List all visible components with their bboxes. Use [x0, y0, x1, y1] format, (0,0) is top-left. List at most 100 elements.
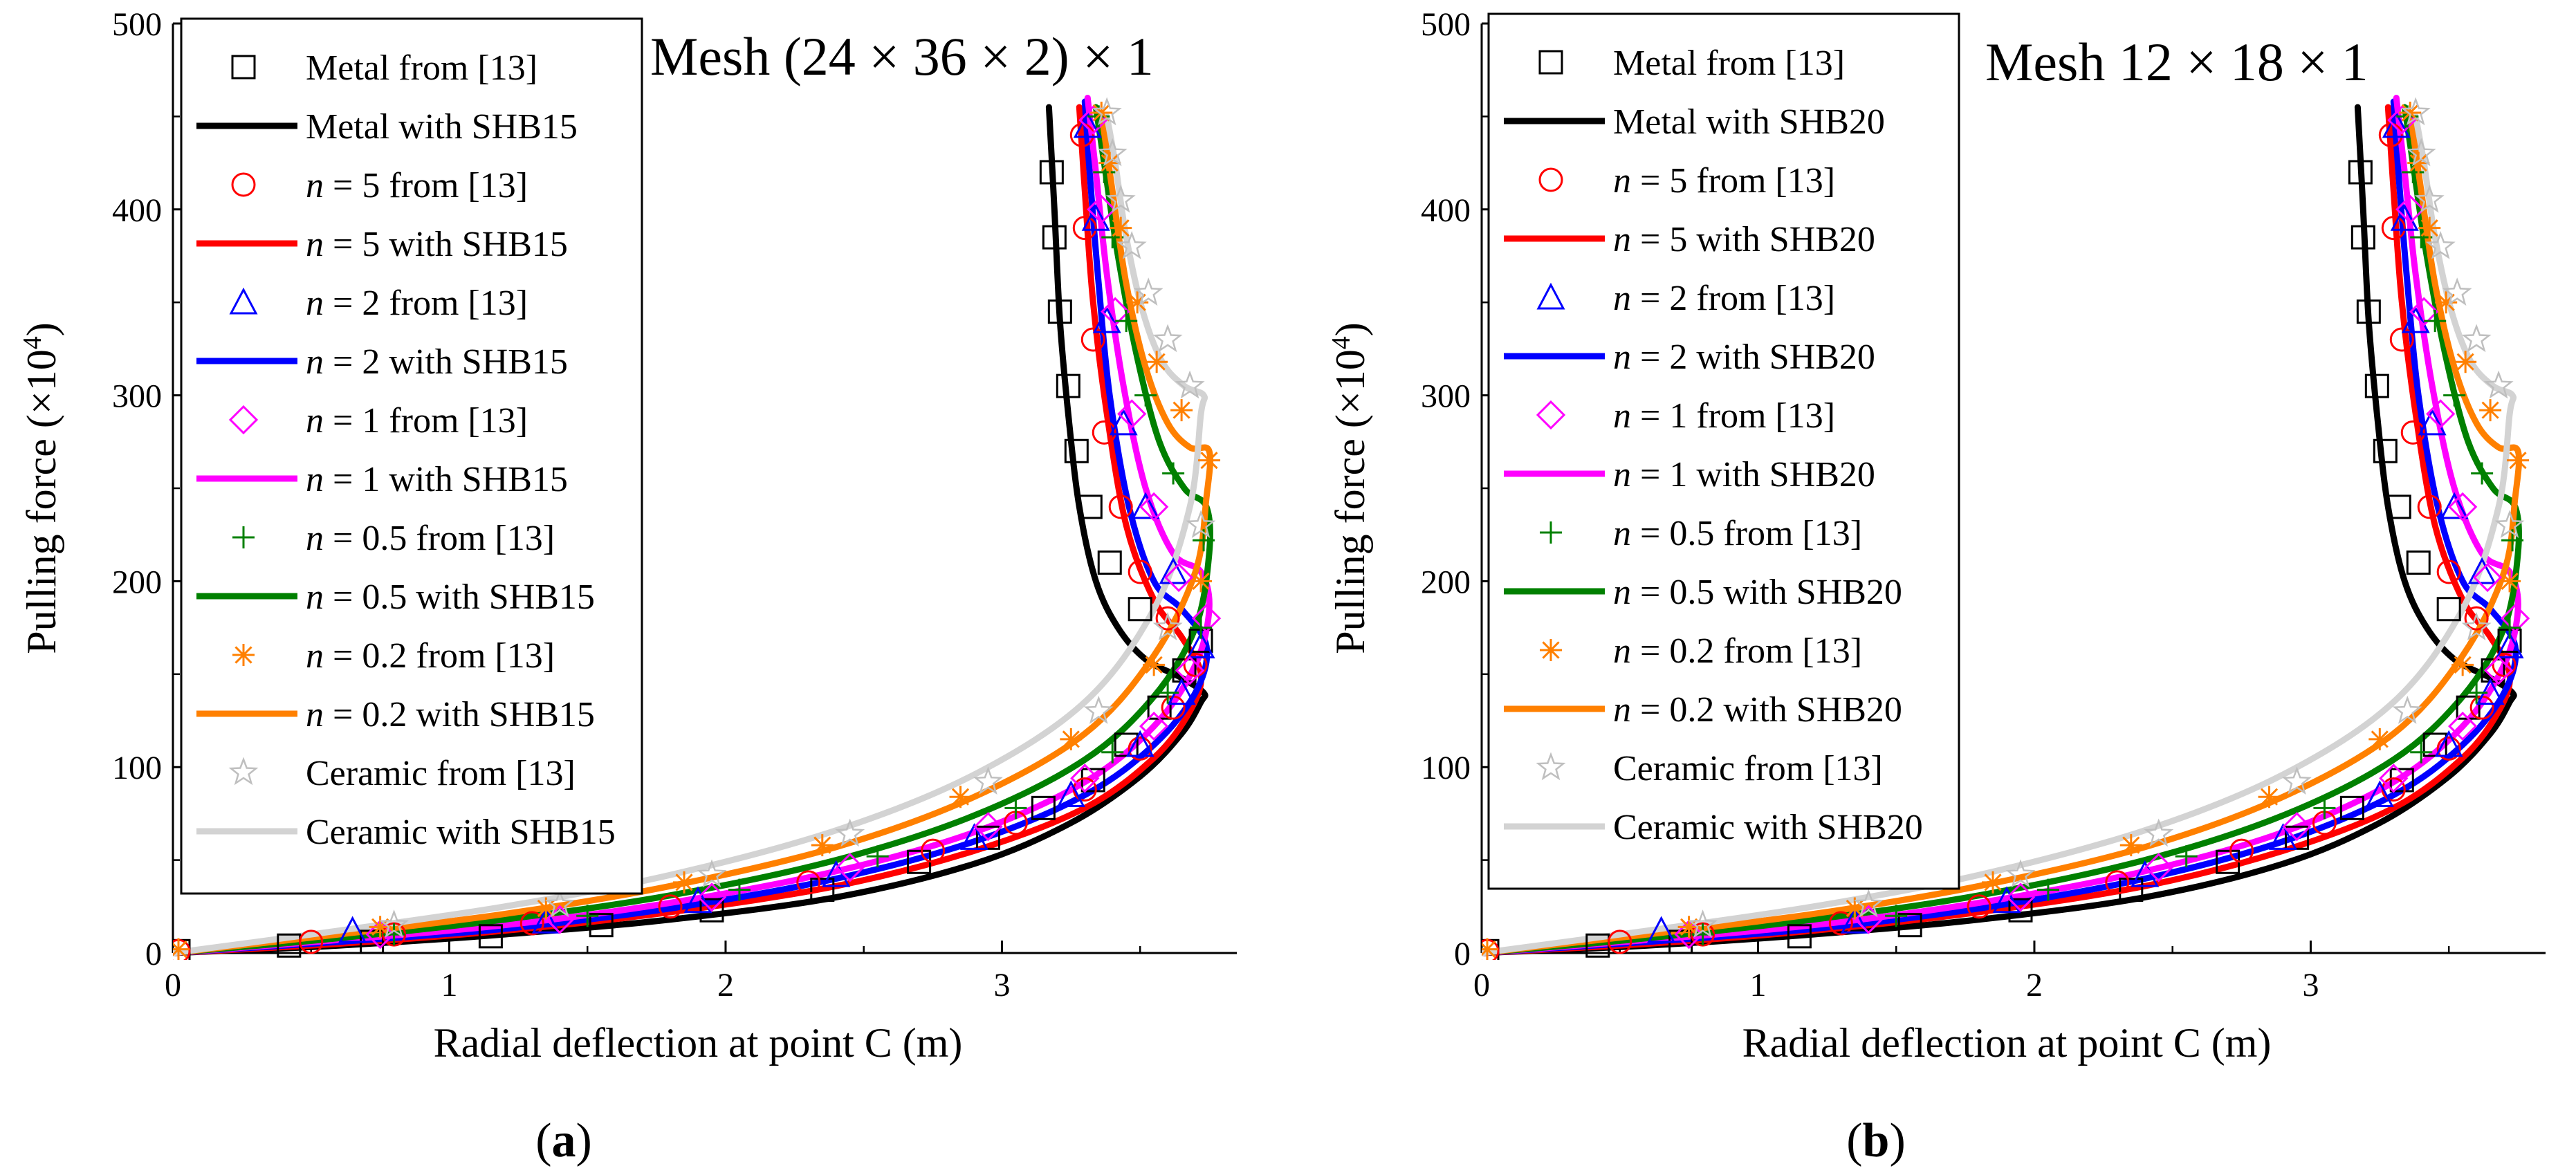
- legend-label: Ceramic with SHB15: [306, 813, 616, 852]
- data-point: [544, 889, 575, 918]
- data-point: [1982, 871, 2005, 894]
- data-point: [2500, 604, 2530, 633]
- y-tick-label: 200: [112, 564, 162, 600]
- data-point: [699, 898, 724, 923]
- data-point: [2395, 194, 2425, 224]
- chart-panel-b: 0 100 200 300 400 500 0 1 2 3 Radial deflection at…: [1327, 6, 2546, 1167]
- legend-swatch-marker: [231, 55, 256, 80]
- data-point: [1897, 913, 1922, 938]
- data-point: [2401, 306, 2430, 333]
- series-line-13: [173, 113, 1208, 956]
- legend-label: n = 1 with SHB15: [306, 460, 568, 499]
- data-point: [835, 818, 865, 847]
- data-point: [2436, 559, 2461, 584]
- data-point: [2390, 204, 2419, 231]
- data-point: [2426, 399, 2456, 429]
- y-tick-label: 100: [112, 750, 162, 786]
- series-markers-10: [1482, 102, 2530, 960]
- panel-caption: (b): [1846, 1114, 1906, 1167]
- data-point: [2492, 652, 2517, 677]
- data-point: [1992, 886, 2021, 914]
- legend-label: n = 0.5 from [13]: [306, 519, 555, 558]
- data-point: [1186, 510, 1216, 538]
- legend-label: n = 1 with SHB20: [1613, 455, 1875, 494]
- data-point: [2144, 818, 2174, 847]
- legend-swatch-marker: [228, 405, 259, 435]
- data-point: [1078, 494, 1103, 519]
- data-point: [2464, 606, 2489, 631]
- data-point: [2400, 420, 2425, 445]
- legend-label: n = 0.2 with SHB15: [306, 695, 595, 734]
- data-point: [2379, 764, 2409, 793]
- data-point: [2495, 631, 2524, 658]
- data-point: [2499, 570, 2521, 593]
- data-point: [2400, 97, 2431, 126]
- data-point: [1131, 492, 1160, 519]
- legend-label: Metal with SHB15: [306, 107, 578, 147]
- data-point: [2386, 494, 2411, 519]
- data-point: [1073, 111, 1102, 138]
- data-point: [1108, 494, 1133, 519]
- data-point: [2282, 766, 2312, 795]
- data-point: [2451, 654, 2474, 676]
- legend-label: Metal from [13]: [306, 48, 537, 88]
- series-markers-12: [1688, 97, 2525, 938]
- data-point: [1885, 905, 1908, 927]
- data-point: [2436, 597, 2461, 622]
- x-tick-label: 2: [717, 967, 734, 1003]
- data-point: [1042, 225, 1067, 250]
- y-axis-label: Pulling force (×104): [1327, 322, 1373, 654]
- legend-label: n = 0.5 with SHB20: [1613, 573, 1902, 612]
- data-point: [1128, 597, 1152, 622]
- data-point: [1056, 780, 1085, 808]
- data-point: [2348, 160, 2373, 185]
- legend-label: Metal with SHB20: [1613, 102, 1885, 142]
- data-point: [1198, 449, 1221, 472]
- data-point: [1828, 911, 1853, 936]
- legend-label: n = 5 from [13]: [1613, 161, 1835, 201]
- data-point: [2269, 823, 2297, 850]
- data-point: [519, 911, 544, 936]
- y-tick-label: 300: [112, 378, 162, 415]
- data-point: [1101, 297, 1130, 326]
- data-point: [2144, 853, 2173, 882]
- x-axis-label: Radial deflection at point C (m): [1742, 1020, 2272, 1066]
- data-point: [2356, 299, 2381, 324]
- y-tick-label: 400: [1421, 192, 1471, 229]
- mesh-title: Mesh 12 × 18 × 1: [1985, 32, 2368, 92]
- legend-label: n = 5 with SHB20: [1613, 220, 1875, 259]
- data-point: [973, 766, 1003, 795]
- data-point: [1840, 907, 1869, 934]
- data-point: [589, 913, 614, 938]
- x-tick-label: 2: [2026, 967, 2043, 1003]
- y-tick-label: 500: [112, 6, 162, 43]
- x-tick-label: 3: [993, 967, 1010, 1003]
- data-point: [1090, 102, 1113, 124]
- data-point: [835, 853, 865, 882]
- mesh-title: Mesh (24 × 36 × 2) × 1: [650, 26, 1154, 86]
- data-point: [2313, 797, 2336, 820]
- data-point: [866, 845, 889, 868]
- data-point: [2258, 786, 2281, 808]
- data-point: [2425, 231, 2456, 259]
- legend-swatch-marker: [232, 526, 255, 548]
- data-point: [2350, 225, 2375, 250]
- data-point: [973, 812, 1003, 842]
- series-line-7: [173, 95, 1213, 956]
- legend: Metal from [13] Metal with SHB20 n = 5 fro…: [1487, 12, 1960, 890]
- data-point: [2339, 795, 2364, 820]
- data-point: [1967, 894, 1991, 919]
- data-point: [2448, 492, 2478, 522]
- data-point: [1190, 570, 1213, 593]
- data-point: [173, 938, 190, 960]
- data-point: [1186, 631, 1215, 658]
- data-point: [1092, 420, 1116, 445]
- data-point: [2005, 882, 2036, 912]
- data-point: [1190, 616, 1213, 639]
- series-line-11: [173, 109, 1214, 956]
- data-point: [2481, 658, 2505, 683]
- data-point: [2442, 277, 2472, 306]
- x-axis-label: Radial deflection at point C (m): [434, 1020, 963, 1066]
- data-point: [658, 894, 683, 919]
